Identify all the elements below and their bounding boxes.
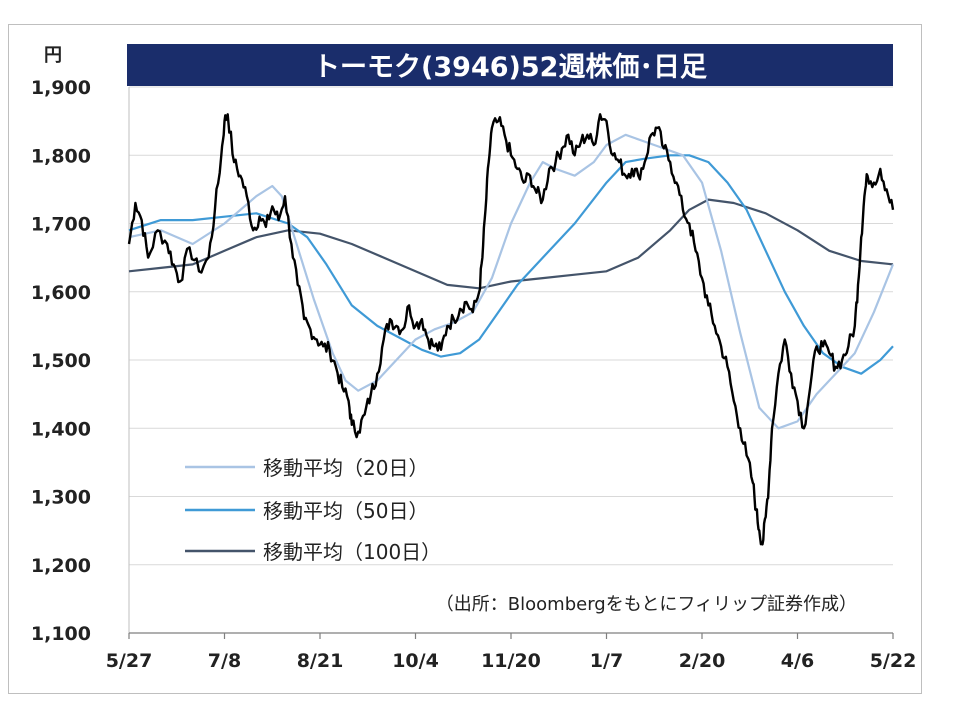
price-line: [127, 113, 895, 546]
legend-label-ma50: 移動平均（50日）: [263, 499, 428, 523]
x-tick-label: 2/20: [679, 650, 726, 672]
axis-layer: 1,900 1,800 1,700 1,600 1,500 1,400 1,300 1,200…: [31, 77, 916, 672]
y-tick-label: 1,700: [31, 214, 91, 236]
ma100-line: [128, 198, 894, 290]
price-layer: [127, 113, 895, 546]
y-tick-label: 1,200: [31, 555, 91, 577]
x-tick-label: 1/7: [590, 650, 623, 672]
x-tick-label: 5/22: [870, 650, 917, 672]
y-unit-label: 円: [44, 45, 62, 66]
y-tick-label: 1,800: [31, 145, 91, 167]
y-tick-label: 1,400: [31, 418, 91, 440]
y-tick-label: 1,600: [31, 282, 91, 304]
title-banner: [127, 44, 893, 86]
legend-label-ma20: 移動平均（20日）: [263, 456, 428, 480]
chart-title: トーモク(3946)52週株価･日足: [313, 52, 707, 83]
series-layer: [128, 133, 895, 430]
grid-layer: [129, 86, 893, 566]
x-tick-label: 10/4: [392, 650, 439, 672]
source-note: （出所：Bloombergをもとにフィリップ証券作成）: [436, 594, 857, 615]
chart-frame: トーモク(3946)52週株価･日足 円 1,900 1,800 1,700 1,60…: [8, 24, 922, 694]
legend: 移動平均（20日） 移動平均（50日） 移動平均（100日）: [185, 456, 441, 564]
x-tick-label: 5/27: [106, 650, 153, 672]
legend-label-ma100: 移動平均（100日）: [263, 540, 441, 564]
y-tick-label: 1,100: [31, 623, 91, 645]
x-tick-label: 11/20: [481, 650, 541, 672]
y-tick-label: 1,300: [31, 487, 91, 509]
chart-svg: トーモク(3946)52週株価･日足 円 1,900 1,800 1,700 1,60…: [31, 44, 916, 672]
x-tick-label: 4/6: [781, 650, 814, 672]
ma50-line: [128, 154, 894, 375]
x-tick-label: 8/21: [297, 650, 344, 672]
x-tick-label: 7/8: [208, 650, 241, 672]
y-tick-label: 1,500: [31, 350, 91, 372]
y-tick-label: 1,900: [31, 77, 91, 99]
